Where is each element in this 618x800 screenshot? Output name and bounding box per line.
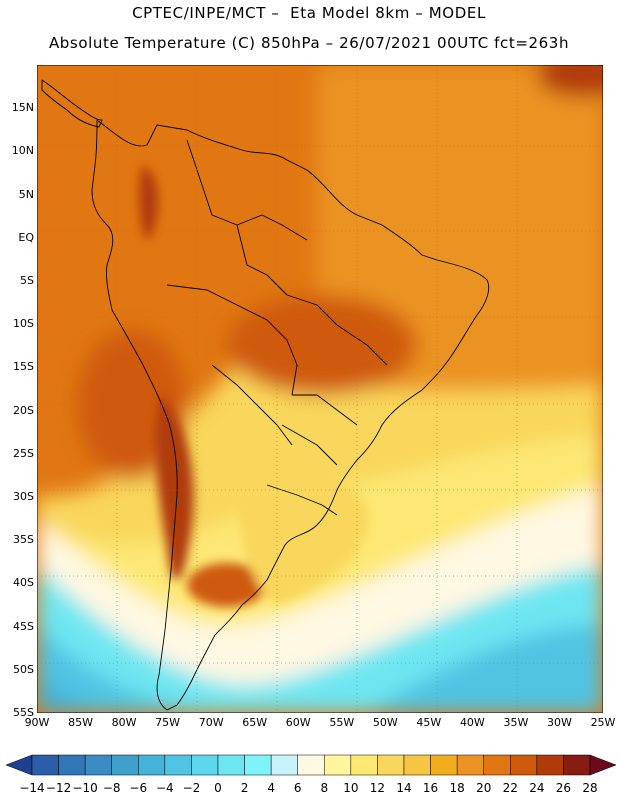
chart-title-line1: CPTEC/INPE/MCT – Eta Model 8km – MODEL: [132, 4, 486, 22]
lat-tick-label: 5S: [20, 274, 34, 287]
colorbar-swatch: [111, 754, 139, 776]
colorbar-swatch: [84, 754, 112, 776]
lat-tick-label: 50S: [13, 662, 34, 676]
lat-tick-label: 40S: [13, 576, 34, 590]
colorbar-label: 12: [369, 781, 386, 795]
lat-tick-label: 45S: [13, 619, 34, 633]
lon-tick-label: 70W: [198, 716, 224, 729]
zone-band5: [37, 625, 603, 713]
colorbar-label: 28: [582, 781, 598, 795]
colorbar-swatch: [563, 754, 591, 776]
zone-southern-ocean: [37, 675, 117, 713]
zone-central-brazil-hot: [227, 295, 417, 395]
grid-lines: [37, 65, 603, 713]
temperature-field: [37, 65, 603, 713]
colorbar-label: 4: [267, 781, 275, 795]
lon-tick-label: 65W: [242, 716, 268, 729]
zone-mild-pampa: [236, 445, 369, 605]
lat-tick-label: 15N: [11, 101, 34, 115]
colorbar-label: 14: [396, 781, 412, 795]
lat-tick-label: 55S: [13, 706, 34, 719]
colorbar-label: −12: [45, 781, 72, 795]
colorbar-swatch: [244, 754, 272, 776]
lon-tick-label: 30W: [547, 716, 572, 729]
zone-hot-patagonia: [187, 563, 267, 607]
colorbar-label: 24: [529, 781, 545, 795]
colorbar-label: 26: [555, 781, 572, 795]
lon-tick-label: 75W: [155, 716, 181, 729]
lat-tick-label: 35S: [13, 533, 34, 547]
zone-caribbean-hot: [537, 65, 603, 97]
colorbar-label: 20: [476, 781, 492, 795]
colorbar-label: 16: [422, 781, 439, 795]
colorbar-label: 6: [293, 781, 302, 795]
colorbar-swatch: [350, 754, 378, 776]
colorbar-swatch: [483, 754, 511, 776]
land-outline: [41, 79, 490, 711]
colorbar-label: −2: [182, 781, 201, 795]
colorbar-swatch: [270, 754, 298, 776]
colorbar-label: 2: [240, 781, 249, 795]
colorbar-swatch: [31, 754, 59, 776]
colorbar-label: 0: [214, 781, 222, 795]
colorbar-swatch: [217, 754, 245, 776]
colorbar-swatch: [191, 754, 219, 776]
colorbar-swatch: [510, 754, 538, 776]
colorbar-swatch: [536, 754, 564, 776]
colorbar-swatch: [589, 754, 616, 776]
colorbar-label: −10: [72, 781, 98, 795]
colorbar-swatch: [297, 754, 325, 776]
temperature-map: [37, 65, 603, 713]
colorbar-swatch: [403, 754, 431, 776]
colorbar-swatch: [138, 754, 166, 776]
colorbar-label: −4: [155, 781, 174, 795]
lat-tick-label: 25S: [13, 446, 34, 460]
lat-tick-label: 30S: [13, 490, 34, 503]
lon-tick-label: 90W: [24, 716, 50, 729]
lon-tick-label: 25W: [590, 716, 616, 729]
colorbar: [6, 754, 616, 776]
lat-tick-label: 5N: [18, 187, 34, 201]
colorbar-label: −6: [129, 781, 148, 795]
lon-tick-label: 40W: [459, 716, 485, 729]
colorbar-swatch: [164, 754, 192, 776]
lat-tick-label: 20S: [13, 403, 34, 417]
lat-tick-label: EQ: [18, 230, 34, 244]
lon-tick-label: 60W: [285, 716, 311, 729]
colorbar-swatch: [377, 754, 405, 776]
lon-tick-label: 55W: [329, 716, 355, 729]
colorbar-label: 18: [449, 781, 465, 795]
colorbar-swatch: [430, 754, 458, 776]
lat-tick-label: 10S: [13, 317, 34, 331]
zone-andes-east-hot: [155, 395, 194, 580]
lat-tick-label: 15S: [13, 360, 34, 374]
lon-tick-label: 85W: [68, 716, 93, 729]
lon-tick-label: 50W: [372, 716, 398, 729]
lon-tick-label: 45W: [416, 716, 442, 729]
colorbar-swatch: [456, 754, 484, 776]
colorbar-label: 22: [502, 781, 518, 795]
colorbar-label: 10: [343, 781, 359, 795]
colorbar-swatch: [324, 754, 352, 776]
lat-tick-label: 10N: [11, 144, 34, 158]
colorbar-swatch: [6, 754, 33, 776]
colorbar-label: 8: [320, 781, 329, 795]
lon-tick-label: 80W: [111, 716, 137, 729]
chart-title-line2: Absolute Temperature (C) 850hPa – 26/07/…: [48, 34, 570, 52]
lon-tick-label: 35W: [503, 716, 529, 729]
colorbar-label: −14: [19, 781, 45, 795]
zone-hot-andes-n: [139, 165, 159, 240]
colorbar-label: −8: [102, 781, 121, 795]
colorbar-swatch: [58, 754, 86, 776]
